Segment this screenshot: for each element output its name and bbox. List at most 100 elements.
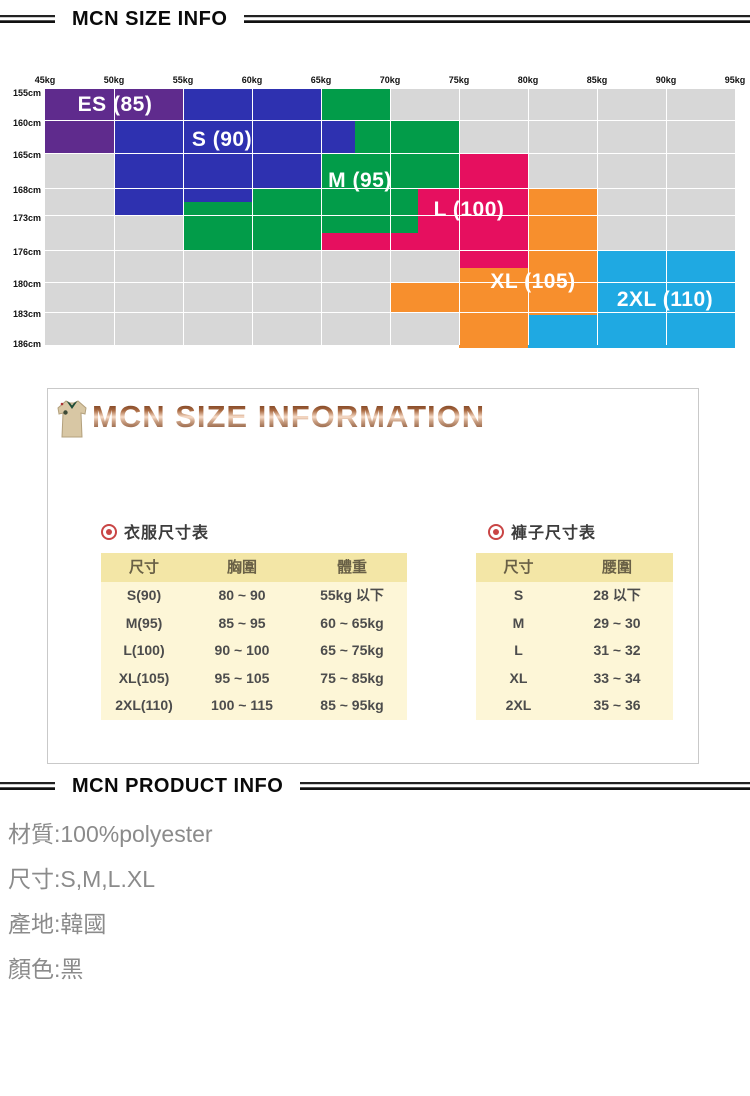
- bullseye-icon: [101, 524, 117, 540]
- gridline-h: [45, 215, 735, 216]
- weight-tick: 50kg: [103, 75, 125, 85]
- product-info-line: 尺寸:S,M,L.XL: [8, 866, 155, 892]
- clothes-table-title-text: 衣服尺寸表: [124, 525, 210, 542]
- size-block-ES: [45, 120, 114, 153]
- table-cell: 2XL: [505, 697, 532, 713]
- table-cell: 85 ~ 95kg: [320, 697, 384, 713]
- size-label-2XL: 2XL (110): [616, 288, 714, 311]
- table-row: XL(105) 95 ~ 105 75 ~ 85kg: [101, 664, 407, 692]
- size-block-M: [183, 202, 252, 250]
- gridline-h: [45, 312, 735, 313]
- height-tick: 180cm: [12, 279, 41, 289]
- gridline-v: [597, 89, 598, 345]
- table-cell: L(100): [123, 642, 165, 658]
- gridline-v: [459, 89, 460, 345]
- height-tick: 183cm: [12, 309, 41, 319]
- table-cell: L: [514, 642, 523, 658]
- gridline-v: [390, 89, 391, 345]
- header-rule-right: [244, 15, 750, 23]
- table-header-row: 尺寸 胸圍 體重: [101, 553, 407, 582]
- height-tick: 173cm: [12, 213, 41, 223]
- table-cell: 31 ~ 32: [593, 642, 641, 658]
- product-info-line: 材質:100%polyester: [8, 821, 213, 847]
- height-tick: 176cm: [12, 247, 41, 257]
- table-cell: 2XL(110): [115, 697, 173, 713]
- size-information-box: MCN SIZE INFORMATION 衣服尺寸表 褲子尺寸表 尺寸 胸圍 體重 S…: [47, 388, 699, 764]
- size-block-S: [114, 188, 183, 215]
- header-rule-left: [0, 782, 55, 790]
- pants-table: 尺寸 腰圍 S 28 以下 M 29 ~ 30 L 31 ~ 32 XL 33 ~ 34 2XL 35…: [476, 553, 673, 720]
- table-cell: 33 ~ 34: [593, 669, 641, 686]
- weight-tick: 80kg: [517, 75, 539, 85]
- gridline-h: [45, 250, 735, 251]
- pants-table-title: 褲子尺寸表: [488, 519, 596, 543]
- table-cell: M: [512, 614, 525, 631]
- table-cell: M(95): [125, 614, 163, 631]
- size-information-title: MCN SIZE INFORMATION: [92, 399, 486, 434]
- clothes-table-title: 衣服尺寸表: [101, 519, 209, 543]
- height-tick: 186cm: [12, 339, 41, 349]
- table-row: M 29 ~ 30: [476, 609, 673, 637]
- table-cell: 85 ~ 95: [218, 614, 266, 631]
- table-row: 2XL 35 ~ 36: [476, 692, 673, 720]
- size-block-S: [114, 120, 355, 153]
- size-block-XL: [528, 188, 597, 315]
- table-header-cell: 尺寸: [503, 559, 534, 576]
- product-info-header: MCN PRODUCT INFO: [0, 774, 750, 798]
- size-block-L: [459, 153, 528, 268]
- table-cell: XL: [509, 669, 528, 686]
- table-cell: 29 ~ 30: [593, 614, 641, 631]
- weight-tick: 85kg: [586, 75, 608, 85]
- size-label-L: L (100): [433, 198, 505, 221]
- weight-tick: 90kg: [655, 75, 677, 85]
- size-label-ES: ES (85): [77, 93, 153, 116]
- weight-tick: 60kg: [241, 75, 263, 85]
- product-info-lines: 材質:100%polyester 尺寸:S,M,L.XL 產地:韓國 顏色:黑: [8, 812, 213, 992]
- height-tick: 168cm: [12, 185, 41, 195]
- size-block-L: [418, 188, 459, 250]
- gridline-h: [45, 188, 735, 189]
- gridline-v: [183, 89, 184, 345]
- table-row: L 31 ~ 32: [476, 637, 673, 665]
- table-cell: 35 ~ 36: [593, 697, 641, 713]
- table-header-cell: 腰圍: [601, 559, 632, 576]
- table-cell: 90 ~ 100: [214, 642, 270, 658]
- product-info-line: 顏色:黑: [8, 956, 84, 982]
- size-block-M: [321, 89, 390, 120]
- gridline-v: [528, 89, 529, 345]
- table-header-row: 尺寸 腰圍: [476, 553, 673, 582]
- gridline-v: [666, 89, 667, 345]
- size-info-header: MCN SIZE INFO: [0, 7, 750, 31]
- header-rule-right: [300, 782, 750, 790]
- product-info-header-title: MCN PRODUCT INFO: [72, 774, 284, 797]
- table-header-cell: 體重: [336, 559, 367, 576]
- table-header-cell: 胸圍: [226, 559, 257, 576]
- size-chart: 45kg 50kg 55kg 60kg 65kg 70kg 75kg 80kg 85kg 90kg…: [0, 0, 750, 365]
- table-cell: 80 ~ 90: [218, 587, 266, 603]
- table-cell: XL(105): [118, 669, 170, 686]
- table-cell: 95 ~ 105: [214, 669, 270, 686]
- size-block-S: [114, 153, 321, 188]
- size-block-M: [252, 233, 321, 250]
- weight-tick: 75kg: [448, 75, 470, 85]
- weight-tick: 65kg: [310, 75, 332, 85]
- table-row: L(100) 90 ~ 100 65 ~ 75kg: [101, 637, 407, 665]
- header-rule-left: [0, 15, 55, 23]
- size-block-L: [321, 233, 418, 250]
- table-row: S(90) 80 ~ 90 55kg 以下: [101, 582, 407, 610]
- gridline-h: [45, 120, 735, 121]
- table-cell: S: [513, 587, 524, 603]
- clothes-table: 尺寸 胸圍 體重 S(90) 80 ~ 90 55kg 以下 M(95) 85 ~ 95 60 …: [101, 553, 407, 720]
- height-tick: 165cm: [12, 150, 41, 160]
- size-block-S: [183, 188, 252, 202]
- weight-tick: 55kg: [172, 75, 194, 85]
- height-tick: 160cm: [12, 118, 41, 128]
- gridline-v: [114, 89, 115, 345]
- size-label-XL: XL (105): [490, 270, 576, 293]
- table-row: XL 33 ~ 34: [476, 664, 673, 692]
- height-tick: 155cm: [12, 88, 41, 98]
- size-info-header-title: MCN SIZE INFO: [72, 7, 228, 30]
- table-cell: 55kg 以下: [320, 587, 384, 603]
- size-block-M: [252, 188, 418, 233]
